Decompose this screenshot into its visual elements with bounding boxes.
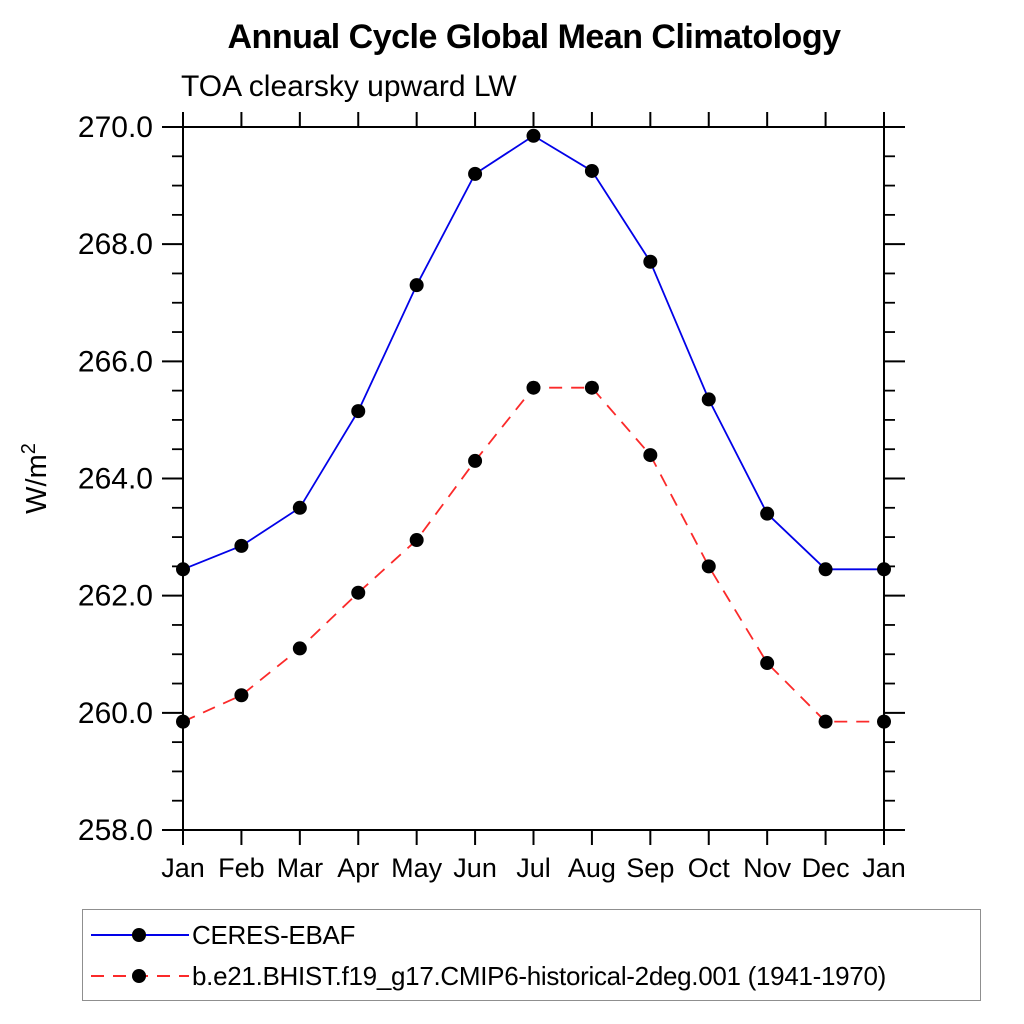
chart-title: Annual Cycle Global Mean Climatology [227,18,842,56]
series-1-marker [818,714,833,729]
y-tick-label: 260.0 [78,697,153,730]
series-0-marker [760,506,775,521]
series-1-marker [468,453,483,468]
series-0-marker [701,392,716,407]
series-1-marker [409,533,424,548]
chart-subtitle: TOA clearsky upward LW [181,70,517,103]
series-1-marker [292,641,307,656]
x-tick-label: May [391,853,443,883]
x-tick-label: Jan [862,853,906,883]
plot-frame [182,126,885,831]
x-tick-label: Apr [337,853,379,883]
y-tick-label: 262.0 [78,580,153,613]
x-tick-label: Dec [802,853,850,883]
x-tick-label: Oct [688,853,731,883]
series-0-marker [409,278,424,293]
plot-area: 258.0 260.0 262.0 264.0 266.0 268.0 270.0 Jan Fe… [18,111,906,883]
series-1-marker [176,714,190,729]
series-1-marker [643,448,658,463]
series-0-marker [351,404,366,419]
series-1-marker [877,714,891,729]
y-tick-label: 270.0 [78,111,153,144]
series-0-line [182,134,884,571]
legend-label: b.e21.BHIST.f19_g17.CMIP6-historical-2de… [192,960,886,991]
series-0-marker [877,562,891,577]
legend-line-sample-dashed-icon [91,969,189,983]
x-tick-label: Jul [516,853,551,883]
y-tick-label: 264.0 [78,463,153,496]
series-0-marker [234,538,249,553]
series-0-marker [643,254,658,269]
legend-marker [132,928,146,942]
y-axis-title: W/m2 [18,443,53,514]
series-0-marker [584,163,599,178]
series-0-marker [292,500,307,515]
series-0-marker [818,562,833,577]
series-1-marker [234,688,249,703]
y-tick-label: 266.0 [78,345,153,378]
legend-box: CERES-EBAF b.e21.BHIST.f19_g17.CMIP6-his… [82,909,981,1001]
series-0-marker [526,128,541,143]
series-1-line [182,386,884,723]
legend-item: CERES-EBAF [89,915,355,955]
series-1-marker [760,656,775,671]
x-tick-label: Nov [743,853,792,883]
series-1-marker [526,380,541,395]
x-tick-label: Mar [277,853,324,883]
series-1-marker [351,585,366,600]
y-tick-label: 268.0 [78,228,153,261]
legend-item: b.e21.BHIST.f19_g17.CMIP6-historical-2de… [89,956,886,996]
y-tick-label: 258.0 [78,814,153,847]
series-0-marker [468,166,483,181]
x-tick-label: Aug [568,853,616,883]
legend-marker [132,969,146,983]
x-tick-label: Jun [453,853,497,883]
legend-line-sample-solid-icon [91,928,189,942]
legend-label: CERES-EBAF [192,919,356,950]
x-tick-label: Sep [626,853,674,883]
series-0-marker [176,562,190,577]
series-1-marker [584,380,599,395]
x-tick-label: Feb [218,853,265,883]
series-1-marker [701,559,716,574]
x-tick-label: Jan [161,853,205,883]
